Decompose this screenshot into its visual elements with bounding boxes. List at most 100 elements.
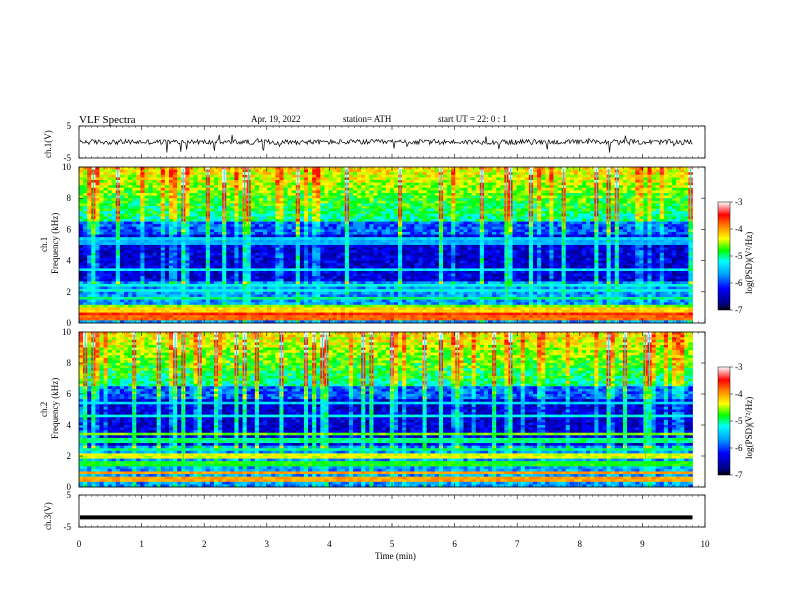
ch1-spectrogram-cell [123, 177, 129, 181]
ch1-spectrogram-cell [385, 167, 391, 170]
ch1-spectrogram-cell [197, 232, 203, 235]
ch1-spectrogram-cell [308, 211, 313, 215]
ch1-spectrogram-cell [230, 180, 235, 183]
ch1-spectrogram-cell [402, 229, 407, 233]
ch1-spectrogram-cell [663, 221, 669, 225]
ch1-spectrogram-cell [447, 198, 452, 202]
ch1-spectrogram-cell [680, 198, 685, 202]
ch1-spectrogram-cell [340, 174, 346, 178]
ch1-spectrogram-cell [524, 206, 530, 209]
ch1-spectrogram-cell [545, 245, 550, 248]
ch1-spectrogram-cell [586, 200, 591, 204]
ch1-spectrogram-cell [140, 229, 145, 233]
ch1-spectrogram-cell [393, 234, 399, 238]
ch1-spectrogram-cell [299, 208, 305, 212]
ch1-spectrogram-cell [79, 185, 84, 189]
ch1-spectrogram-cell [627, 211, 632, 215]
ch1-spectrogram-cell [492, 242, 497, 246]
ch1-spectrogram-cell [279, 208, 284, 212]
ch1-spectrogram-cell [635, 245, 640, 248]
ch1-spectrogram-cell [471, 195, 477, 199]
ch1-spectrogram-cell [348, 237, 354, 241]
ch1-spectrogram-cell [512, 190, 518, 194]
ch1-spectrogram-cell [156, 172, 162, 176]
ch1-spectrogram-cell [99, 177, 104, 181]
ch1-spectrogram-cell [414, 193, 419, 196]
ch1-spectrogram-cell [406, 226, 411, 230]
ch1-spectrogram-cell [173, 206, 178, 209]
ch1-spectrogram-cell [213, 226, 219, 230]
ch1-spectrogram-cell [213, 180, 219, 183]
ch1-spectrogram-cell [467, 187, 473, 191]
ch1-spectrogram-cell [549, 224, 554, 228]
ch1-spectrogram-cell [201, 177, 207, 181]
ch1-spectrogram-cell [512, 185, 518, 189]
ch1-spectrogram-cell [455, 247, 460, 251]
ch1-spectrogram-cell [381, 216, 387, 220]
ch1-spectrogram-cell [128, 208, 133, 212]
ch1-spectrogram-cell [83, 226, 88, 230]
ch1-spectrogram-cell [618, 211, 624, 215]
ch1-spectrogram-cell [136, 232, 141, 235]
ch1-spectrogram-cell [160, 213, 166, 217]
ch1-spectrogram-cell [410, 226, 415, 230]
ch1-spectrogram-cell [283, 203, 288, 207]
ch1-spectrogram-cell [418, 193, 423, 196]
ch1-spectrogram-cell [361, 242, 366, 246]
ch1-spectrogram-cell [684, 224, 689, 228]
ch1-spectrogram-cell [320, 245, 325, 248]
ch1-spectrogram-cell [303, 237, 309, 241]
ch1-spectrogram-cell [185, 242, 190, 246]
ch1-spectrogram-cell [254, 247, 260, 251]
ch1-spectrogram-cell [377, 229, 383, 233]
ch1-spectrogram-cell [602, 237, 607, 241]
ch1-spectrogram-cell [132, 177, 137, 181]
ch1-spectrogram-cell [426, 239, 432, 243]
ch1-spectrogram-cell [107, 185, 113, 189]
ch1-spectrogram-cell [541, 224, 546, 228]
ch1-spectrogram-cell [639, 224, 644, 228]
ch1-spectrogram-cell [622, 190, 628, 194]
ch1-spectrogram-cell [680, 216, 685, 220]
ch1-spectrogram-cell [516, 177, 522, 181]
ch1-spectrogram-cell [320, 208, 325, 212]
ch1-spectrogram-cell [312, 172, 317, 176]
ch1-spectrogram-cell [123, 226, 129, 230]
ch1-spectrogram-cell [279, 195, 284, 199]
ch1-spectrogram-cell [164, 239, 170, 243]
ch1-spectrogram-cell [520, 195, 526, 199]
ch1-spectrogram-cell [103, 195, 109, 199]
ch1-spectrogram-cell [83, 211, 88, 215]
ch1-spectrogram-cell [128, 177, 133, 181]
ch1-spectrogram-cell [447, 245, 452, 248]
ch1-spectrogram-cell [369, 167, 374, 170]
ch1-spectrogram-cell [655, 203, 661, 207]
ch1-spectrogram-cell [496, 190, 501, 194]
ch1-spectrogram-cell [353, 180, 358, 183]
ch1-spectrogram-cell [545, 193, 550, 196]
ch1-spectrogram-cell [434, 172, 440, 176]
ch1-spectrogram-cell [340, 195, 346, 199]
ch1-spectrogram-cell [83, 242, 88, 246]
ch1-spectrogram-cell [275, 193, 280, 196]
ch1-spectrogram-cell [275, 219, 280, 222]
ch1-spectrogram-cell [87, 224, 92, 228]
ch1-spectrogram-cell [663, 185, 669, 189]
ch1-spectrogram-cell [627, 242, 632, 246]
ch1-spectrogram-cell [602, 211, 607, 215]
ch1-spectrogram-cell [254, 172, 260, 176]
ch1-spectrogram-cell [434, 237, 440, 241]
ch1-spectrogram-cell [250, 234, 256, 238]
ch1-spectrogram-cell [160, 200, 166, 204]
ch1-spectrogram-cell [299, 185, 305, 189]
ch1-spectrogram-cell [590, 180, 595, 183]
ch1-spectrogram-cell [79, 206, 84, 209]
ch1-spectrogram-cell [541, 167, 546, 170]
ch1-spectrogram-cell [651, 182, 657, 186]
ch1-spectrogram-cell [303, 167, 309, 170]
ch1-spectrogram-cell [254, 200, 260, 204]
ch1-spectrogram-cell [361, 190, 366, 194]
ch1-spectrogram-cell [267, 198, 272, 202]
ch1-spectrogram-cell [663, 198, 669, 202]
ch1-spectrogram-cell [250, 195, 256, 199]
